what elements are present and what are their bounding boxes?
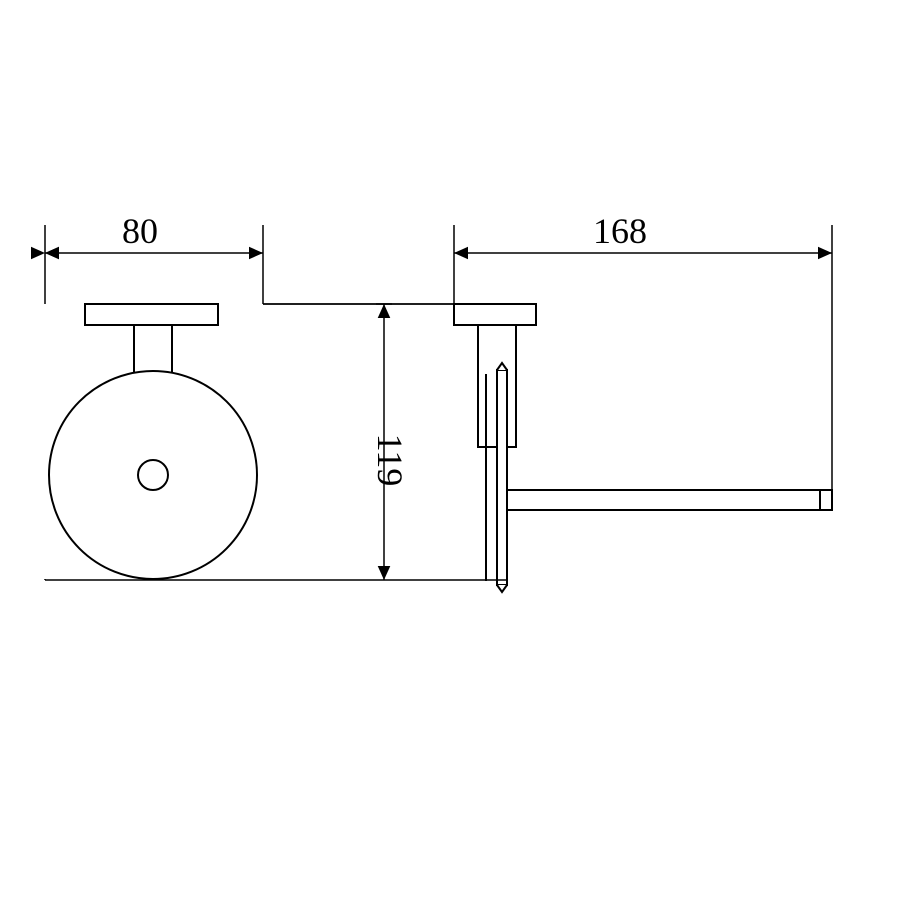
dim-length-label: 168 — [593, 211, 647, 251]
dim-width-label: 80 — [122, 211, 158, 251]
technical-drawing: 80 168 119 — [0, 0, 900, 900]
dim-height-label: 119 — [370, 434, 410, 487]
